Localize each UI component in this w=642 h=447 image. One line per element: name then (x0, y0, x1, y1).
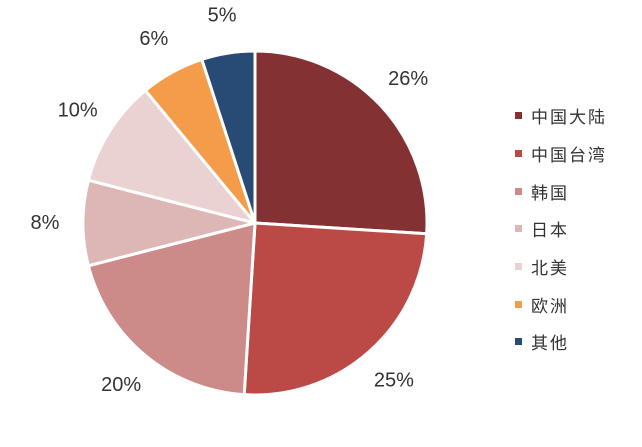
pie-slice-north-america (86, 88, 257, 225)
legend-swatch-korea (515, 187, 522, 195)
legend-swatch-mainland-china (515, 112, 522, 120)
legend-item-japan: 日本 (515, 210, 607, 248)
legend-label-other: 其他 (531, 334, 569, 355)
value-label-other: 5% (208, 5, 237, 27)
legend: 中国大陆中国台湾韩国日本北美欧洲其他 (515, 97, 607, 361)
legend-label-mainland-china: 中国大陆 (531, 108, 607, 129)
legend-swatch-europe (515, 300, 522, 308)
legend-swatch-taiwan (515, 150, 522, 158)
value-label-korea: 20% (101, 374, 141, 396)
value-label-north-america: 10% (58, 100, 98, 122)
pie-slices (81, 49, 429, 397)
legend-item-taiwan: 中国台湾 (515, 135, 607, 173)
value-label-mainland-china: 26% (388, 68, 428, 90)
legend-swatch-other (515, 338, 522, 346)
pie-slice-mainland-china (253, 49, 429, 236)
value-label-taiwan: 25% (374, 370, 414, 392)
value-label-japan: 8% (31, 212, 60, 234)
legend-label-korea: 韩国 (531, 183, 569, 204)
legend-item-mainland-china: 中国大陆 (515, 97, 607, 135)
legend-item-north-america: 北美 (515, 248, 607, 286)
legend-item-europe: 欧洲 (515, 285, 607, 323)
legend-label-europe: 欧洲 (531, 296, 569, 317)
legend-swatch-japan (515, 225, 522, 233)
legend-label-taiwan: 中国台湾 (531, 146, 607, 167)
legend-label-north-america: 北美 (531, 259, 569, 280)
pie-value-labels: 26% 25% 20% 8% 10% 6% 5% (31, 5, 429, 396)
legend-swatch-north-america (515, 263, 522, 271)
legend-item-korea: 韩国 (515, 172, 607, 210)
pie-slice-korea (86, 221, 257, 397)
pie-slice-taiwan (242, 221, 429, 397)
value-label-europe: 6% (139, 28, 168, 50)
legend-label-japan: 日本 (531, 221, 569, 242)
legend-item-other: 其他 (515, 323, 607, 361)
pie-slice-other (200, 49, 257, 225)
